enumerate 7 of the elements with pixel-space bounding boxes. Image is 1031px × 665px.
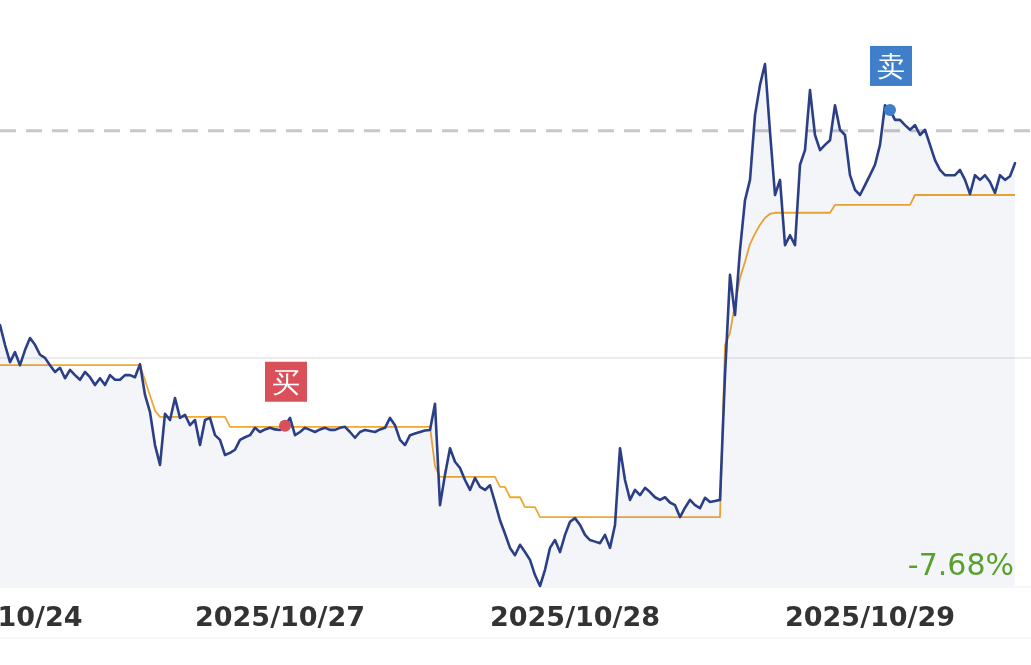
x-tick-label: 10/24	[0, 601, 83, 632]
annotation: -7.68%	[907, 547, 1014, 582]
x-tick-label: 2025/10/27	[194, 601, 366, 632]
x-tick-label: 2025/10/29	[784, 601, 956, 632]
series-label: 买	[272, 365, 300, 399]
series-label: 卖	[877, 49, 905, 83]
x-tick-label: 2025/10/28	[489, 601, 661, 632]
